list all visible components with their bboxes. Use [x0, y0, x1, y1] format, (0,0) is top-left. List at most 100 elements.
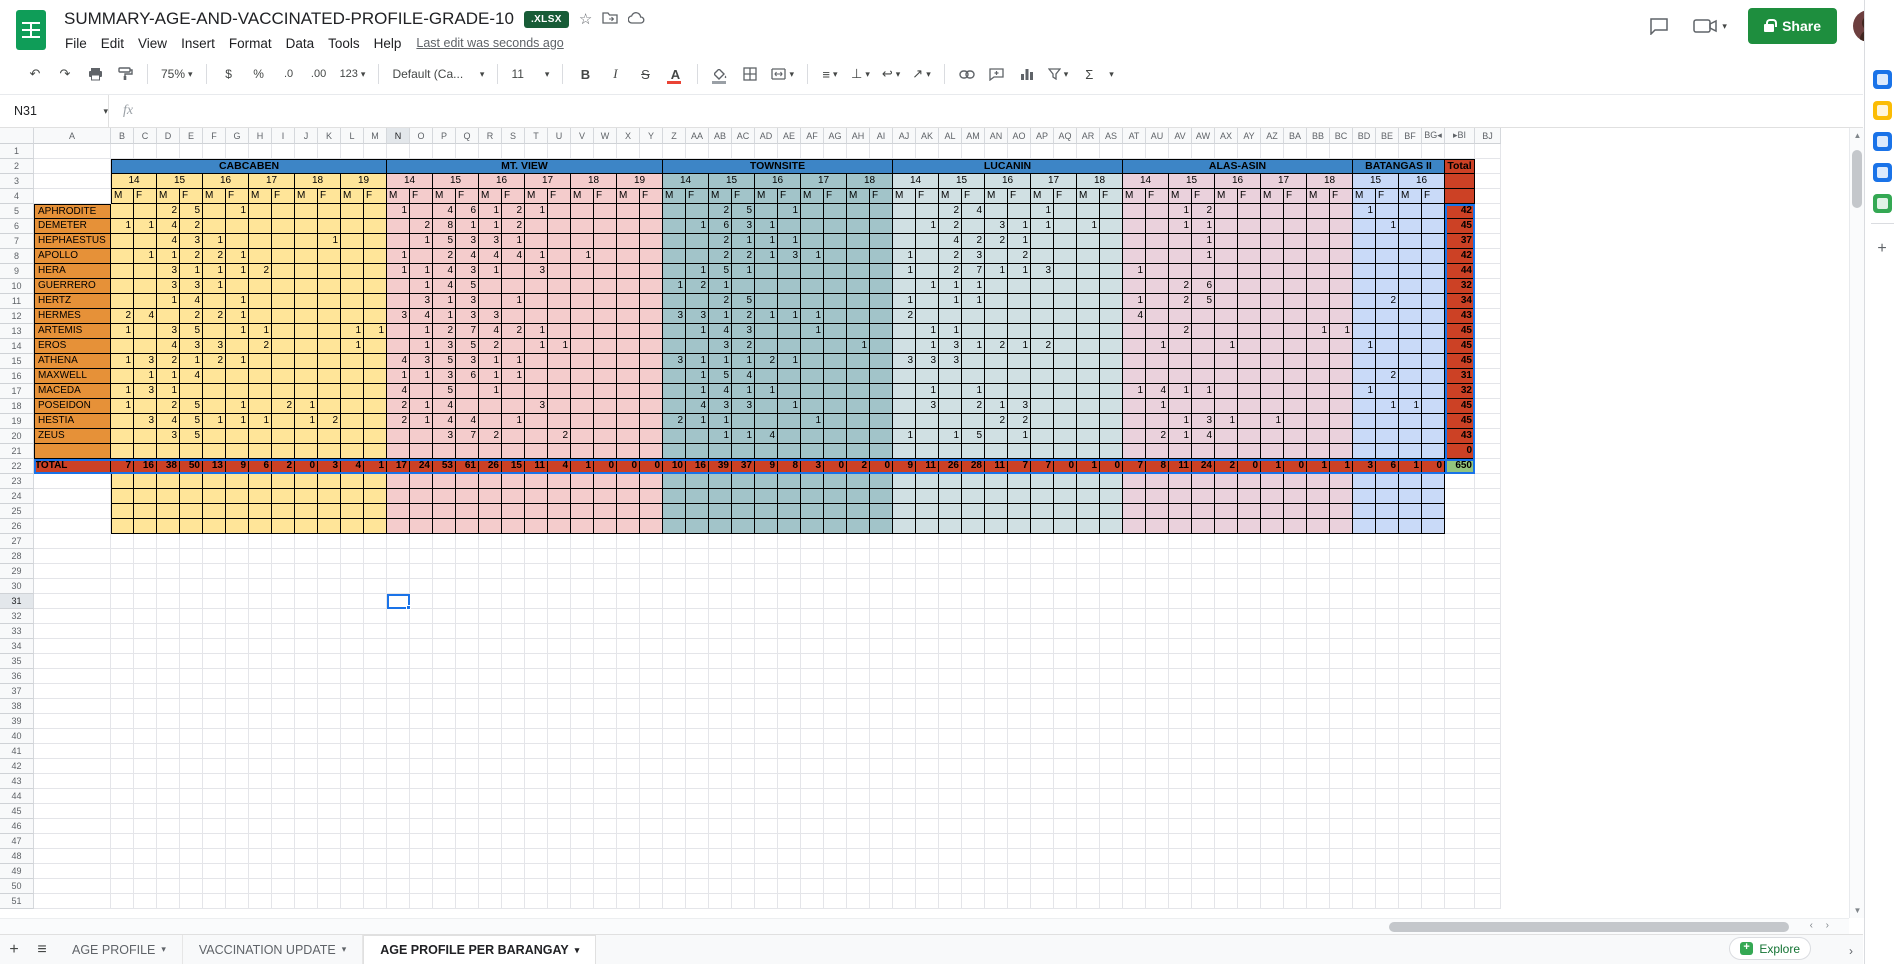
cell[interactable] [732, 774, 755, 789]
age-header[interactable]: 16 [1215, 174, 1261, 189]
cell[interactable] [1261, 264, 1284, 279]
cell[interactable]: 3 [709, 339, 732, 354]
cell[interactable]: 6 [1192, 279, 1215, 294]
cell[interactable] [295, 729, 318, 744]
cell[interactable] [272, 834, 295, 849]
cell[interactable] [1054, 864, 1077, 879]
cell[interactable] [1100, 879, 1123, 894]
cell[interactable] [1215, 324, 1238, 339]
cell[interactable] [755, 609, 778, 624]
cell[interactable] [916, 414, 939, 429]
cell[interactable] [410, 579, 433, 594]
cell[interactable] [1031, 774, 1054, 789]
cell[interactable] [893, 564, 916, 579]
cell[interactable]: 1 [962, 384, 985, 399]
cell[interactable] [1330, 144, 1353, 159]
gender-header[interactable]: M [525, 189, 548, 204]
gender-header[interactable]: F [686, 189, 709, 204]
horizontal-scroll-thumb[interactable] [1389, 922, 1789, 932]
cell[interactable] [249, 504, 272, 519]
cell[interactable] [1215, 534, 1238, 549]
total-row-cell[interactable]: 1 [1307, 459, 1330, 474]
cell[interactable] [387, 804, 410, 819]
cell[interactable] [916, 654, 939, 669]
cell[interactable] [456, 639, 479, 654]
cell[interactable]: 1 [732, 429, 755, 444]
cell[interactable] [686, 654, 709, 669]
cell[interactable] [1475, 894, 1501, 909]
cell[interactable] [640, 324, 663, 339]
cell[interactable] [1284, 429, 1307, 444]
cell[interactable] [1123, 144, 1146, 159]
cell[interactable]: 1 [985, 399, 1008, 414]
cell[interactable] [1422, 549, 1445, 564]
cell[interactable] [962, 654, 985, 669]
cell[interactable] [410, 534, 433, 549]
cell[interactable]: 2 [387, 414, 410, 429]
cell[interactable] [1330, 639, 1353, 654]
undo-button[interactable]: ↶ [29, 66, 41, 81]
total-row-cell[interactable]: 6 [1376, 459, 1399, 474]
cell[interactable] [847, 669, 870, 684]
cell[interactable] [962, 879, 985, 894]
gender-header[interactable]: M [755, 189, 778, 204]
cell[interactable] [1054, 219, 1077, 234]
cell[interactable] [525, 489, 548, 504]
cell[interactable] [249, 804, 272, 819]
cell[interactable] [180, 384, 203, 399]
cell[interactable] [755, 399, 778, 414]
cell[interactable] [456, 789, 479, 804]
cell[interactable]: 1 [341, 324, 364, 339]
cell[interactable] [1215, 279, 1238, 294]
cell[interactable] [801, 699, 824, 714]
cell[interactable]: 1 [686, 219, 709, 234]
cell[interactable] [249, 654, 272, 669]
column-header-AD[interactable]: AD [755, 128, 778, 144]
cell[interactable] [1445, 549, 1475, 564]
cell[interactable] [1192, 879, 1215, 894]
cell[interactable] [1192, 534, 1215, 549]
cell[interactable] [433, 864, 456, 879]
cell[interactable] [1100, 204, 1123, 219]
cell[interactable] [525, 474, 548, 489]
total-row-cell[interactable]: 2 [847, 459, 870, 474]
cell[interactable] [732, 549, 755, 564]
cell[interactable] [939, 639, 962, 654]
cell[interactable] [111, 294, 134, 309]
cell[interactable] [341, 279, 364, 294]
cell[interactable] [1475, 339, 1501, 354]
cell[interactable] [893, 204, 916, 219]
cell[interactable] [318, 894, 341, 909]
cell[interactable] [824, 249, 847, 264]
cell[interactable] [709, 474, 732, 489]
cell[interactable] [778, 639, 801, 654]
total-row-cell[interactable]: 16 [686, 459, 709, 474]
cell[interactable] [525, 804, 548, 819]
cell[interactable] [640, 609, 663, 624]
cell[interactable] [1475, 504, 1501, 519]
cell[interactable] [594, 429, 617, 444]
cell[interactable] [1215, 714, 1238, 729]
cell[interactable] [318, 144, 341, 159]
cell[interactable] [180, 504, 203, 519]
cell[interactable] [134, 519, 157, 534]
cell[interactable]: 2 [1169, 294, 1192, 309]
gender-header[interactable]: F [456, 189, 479, 204]
cell[interactable] [1376, 624, 1399, 639]
cell[interactable] [157, 789, 180, 804]
cell[interactable]: 1 [203, 279, 226, 294]
cell[interactable] [479, 609, 502, 624]
cell[interactable] [617, 144, 640, 159]
cell[interactable] [594, 354, 617, 369]
cell[interactable] [1100, 309, 1123, 324]
row-label[interactable]: DEMETER [34, 219, 111, 234]
cell[interactable] [939, 384, 962, 399]
cell[interactable] [1353, 249, 1376, 264]
cell[interactable] [1169, 474, 1192, 489]
cell[interactable] [272, 474, 295, 489]
cell[interactable] [663, 654, 686, 669]
cell[interactable]: 6 [709, 219, 732, 234]
cell[interactable]: 2 [962, 399, 985, 414]
cell[interactable] [1100, 669, 1123, 684]
column-header-AS[interactable]: AS [1100, 128, 1123, 144]
